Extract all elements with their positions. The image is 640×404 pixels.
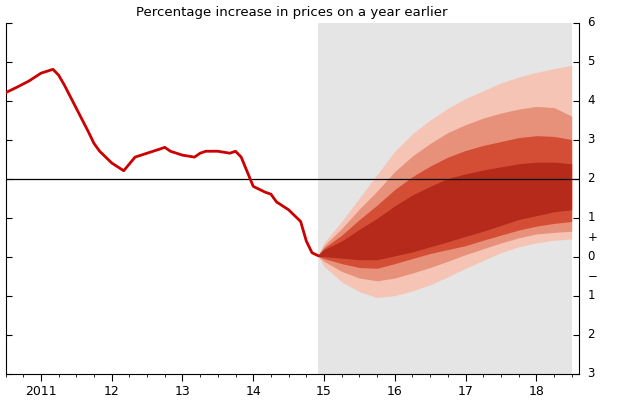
Text: −: − [588, 269, 597, 283]
Title: Percentage increase in prices on a year earlier: Percentage increase in prices on a year … [136, 6, 448, 19]
Text: 3: 3 [588, 133, 595, 146]
Text: 5: 5 [588, 55, 595, 68]
Text: 1: 1 [588, 211, 595, 224]
Text: 6: 6 [588, 16, 595, 29]
Bar [318, 23, 572, 374]
Text: 3: 3 [588, 367, 595, 380]
Text: 2: 2 [588, 172, 595, 185]
Text: +: + [588, 231, 597, 244]
Text: 2: 2 [588, 328, 595, 341]
Text: 4: 4 [588, 94, 595, 107]
Text: 1: 1 [588, 289, 595, 302]
Text: 0: 0 [588, 250, 595, 263]
